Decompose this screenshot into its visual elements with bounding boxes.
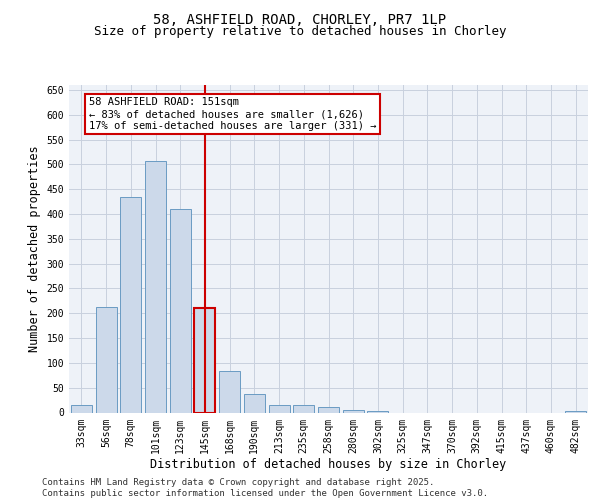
Text: 58 ASHFIELD ROAD: 151sqm
← 83% of detached houses are smaller (1,626)
17% of sem: 58 ASHFIELD ROAD: 151sqm ← 83% of detach… [89,98,376,130]
Bar [343,410,364,412]
Bar [219,372,240,412]
Bar [194,308,215,412]
Bar [145,161,166,412]
Bar [293,405,314,412]
Text: Contains HM Land Registry data © Crown copyright and database right 2025.
Contai: Contains HM Land Registry data © Crown c… [42,478,488,498]
Bar [318,407,339,412]
Y-axis label: Number of detached properties: Number of detached properties [28,146,41,352]
Bar [269,405,290,412]
Bar [565,411,586,412]
Bar [71,405,92,412]
X-axis label: Distribution of detached houses by size in Chorley: Distribution of detached houses by size … [151,458,506,471]
Bar [120,196,141,412]
Bar [367,410,388,412]
Text: Size of property relative to detached houses in Chorley: Size of property relative to detached ho… [94,25,506,38]
Bar [244,394,265,412]
Bar [95,307,116,412]
Text: 58, ASHFIELD ROAD, CHORLEY, PR7 1LP: 58, ASHFIELD ROAD, CHORLEY, PR7 1LP [154,12,446,26]
Bar [170,209,191,412]
Bar [194,308,215,412]
